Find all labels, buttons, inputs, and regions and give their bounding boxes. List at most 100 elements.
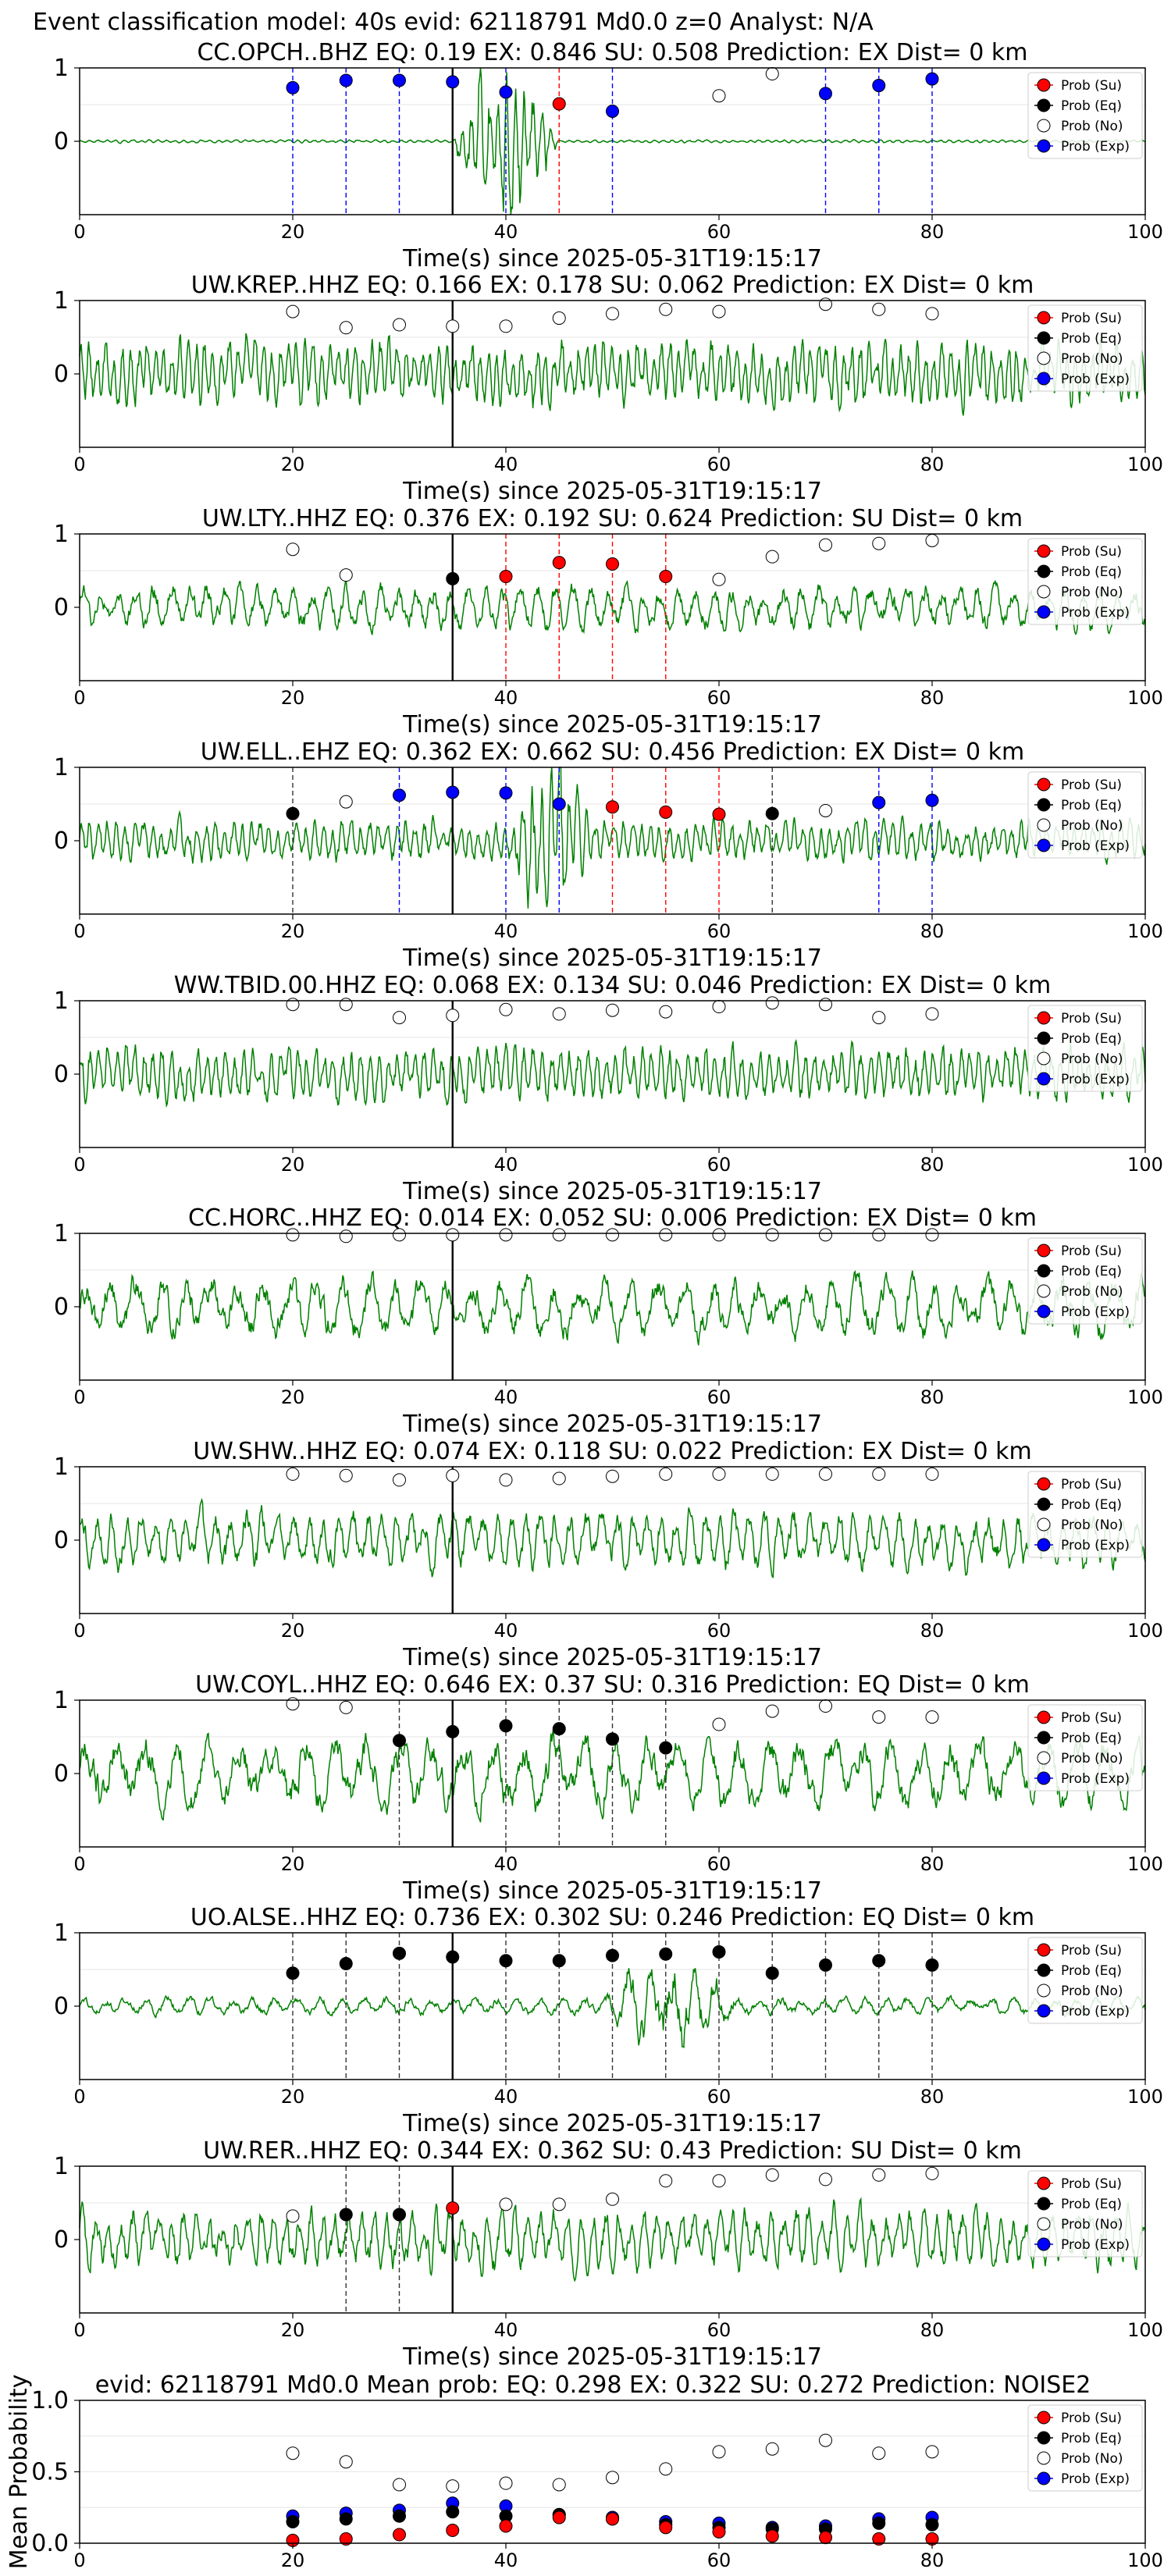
y-tick-label: 0.5: [31, 2459, 69, 2486]
panel-title: UW.SHW..HHZ EQ: 0.074 EX: 0.118 SU: 0.02…: [193, 1438, 1032, 1465]
legend-label-su: Prob (Su): [1061, 2411, 1122, 2426]
legend-label-su: Prob (Su): [1061, 2176, 1122, 2192]
legend-marker-eq: [1037, 1963, 1051, 1977]
x-tick-label: 20: [281, 1154, 305, 1176]
legend-label-exp: Prob (Exp): [1061, 1304, 1130, 1320]
y-tick-label: 0: [54, 1527, 69, 1554]
prob-point-no: [552, 1007, 566, 1021]
prob-point-no: [552, 2197, 566, 2211]
x-tick-label: 80: [920, 1620, 945, 1642]
prob-point-no: [499, 1228, 513, 1242]
prob-point-no: [659, 302, 673, 316]
legend-label-no: Prob (No): [1061, 585, 1123, 600]
x-tick-label: 0: [73, 687, 85, 709]
legend-label-exp: Prob (Exp): [1061, 2237, 1130, 2253]
prob-point-no: [925, 533, 939, 547]
prob-point-eq: [765, 1966, 779, 1980]
x-tick-label: 0: [73, 2549, 85, 2571]
legend-label-eq: Prob (Eq): [1061, 1731, 1122, 1746]
mean-point-su: [606, 2512, 619, 2526]
prob-point-eq: [339, 2208, 353, 2222]
prob-point-no: [872, 2168, 886, 2182]
mean-point-su: [872, 2532, 886, 2546]
prob-point-exp: [286, 80, 300, 94]
waveform-trace: [79, 1038, 1146, 1108]
legend-marker-eq: [1037, 1497, 1051, 1511]
legend-label-no: Prob (No): [1061, 2451, 1123, 2467]
mean-point-eq: [872, 2516, 886, 2530]
prob-point-no: [765, 1704, 779, 1718]
x-axis-label: Time(s) since 2025-05-31T19:15:17: [402, 711, 822, 738]
prob-point-exp: [819, 87, 832, 101]
legend-marker-eq: [1037, 331, 1051, 345]
panel-4: UW.ELL..EHZ EQ: 0.362 EX: 0.662 SU: 0.45…: [54, 738, 1163, 972]
legend-marker-no: [1037, 2451, 1051, 2465]
y-axis-label: Mean Probability: [5, 2375, 33, 2570]
legend-label-exp: Prob (Exp): [1061, 838, 1130, 854]
x-tick-label: 0: [73, 1154, 85, 1176]
prob-point-eq: [659, 1947, 673, 1961]
prob-point-eq: [712, 1944, 726, 1959]
mean-point-no: [872, 2446, 886, 2460]
prob-point-no: [712, 2174, 726, 2188]
legend-marker-exp: [1037, 1304, 1051, 1318]
x-tick-label: 80: [920, 687, 945, 709]
x-axis-label: Time(s) since 2025-05-31T19:15:17: [402, 1877, 822, 1905]
x-tick-label: 40: [494, 1154, 518, 1176]
legend-marker-no: [1037, 119, 1051, 133]
prob-point-eq: [552, 1954, 566, 1968]
x-tick-label: 20: [281, 920, 305, 942]
legend-label-eq: Prob (Eq): [1061, 1497, 1122, 1513]
prob-point-no: [659, 2174, 673, 2188]
prob-point-no: [286, 304, 300, 318]
prob-point-no: [446, 1009, 460, 1023]
legend-label-no: Prob (No): [1061, 351, 1123, 367]
x-tick-label: 80: [920, 1386, 945, 1408]
prob-point-no: [819, 1699, 832, 1713]
prob-point-eq: [659, 1741, 673, 1755]
mean-point-su: [499, 2519, 513, 2533]
prob-point-no: [925, 1007, 939, 1021]
x-tick-label: 60: [707, 687, 731, 709]
legend-box: [1027, 1704, 1143, 1791]
panel-2: UW.KREP..HHZ EQ: 0.166 EX: 0.178 SU: 0.0…: [54, 272, 1163, 505]
legend-marker-eq: [1037, 564, 1051, 578]
legend-marker-su: [1037, 1244, 1051, 1258]
y-tick-label: 1: [54, 987, 69, 1015]
waveform-trace: [79, 1968, 1146, 2049]
panel-title: UW.KREP..HHZ EQ: 0.166 EX: 0.178 SU: 0.0…: [191, 272, 1034, 299]
x-tick-label: 100: [1127, 2549, 1163, 2571]
y-tick-label: 1: [54, 2153, 69, 2180]
prob-point-no: [712, 304, 726, 318]
x-tick-label: 40: [494, 221, 518, 243]
panel-title: WW.TBID.00.HHZ EQ: 0.068 EX: 0.134 SU: 0…: [174, 972, 1051, 999]
legend-label-su: Prob (Su): [1061, 311, 1122, 326]
prob-point-exp: [925, 72, 939, 86]
x-tick-label: 60: [707, 2549, 731, 2571]
y-tick-label: 1: [54, 1453, 69, 1481]
mean-point-su: [552, 2510, 566, 2524]
x-tick-label: 20: [281, 687, 305, 709]
prob-point-no: [819, 2172, 832, 2186]
panel-title: UW.RER..HHZ EQ: 0.344 EX: 0.362 SU: 0.43…: [203, 2137, 1022, 2165]
prob-point-no: [819, 1467, 832, 1481]
legend-label-su: Prob (Su): [1061, 1011, 1122, 1026]
prob-point-no: [819, 1228, 832, 1242]
mean-point-su: [712, 2524, 726, 2539]
x-tick-label: 80: [920, 1853, 945, 1875]
x-tick-label: 80: [920, 2086, 945, 2108]
waveform-trace: [79, 578, 1146, 635]
legend-label-no: Prob (No): [1061, 818, 1123, 834]
panel-6: CC.HORC..HHZ EQ: 0.014 EX: 0.052 SU: 0.0…: [54, 1204, 1163, 1438]
x-tick-label: 100: [1127, 1620, 1163, 1642]
plot-area: [80, 1001, 1145, 1147]
x-tick-label: 80: [920, 920, 945, 942]
x-tick-label: 100: [1127, 1154, 1163, 1176]
legend-marker-exp: [1037, 1538, 1051, 1552]
legend-marker-no: [1037, 351, 1051, 365]
prob-point-su: [659, 570, 673, 584]
legend-marker-exp: [1037, 838, 1051, 852]
legend-label-exp: Prob (Exp): [1061, 1072, 1130, 1087]
prob-point-eq: [446, 1724, 460, 1738]
legend-label-no: Prob (No): [1061, 1751, 1123, 1767]
